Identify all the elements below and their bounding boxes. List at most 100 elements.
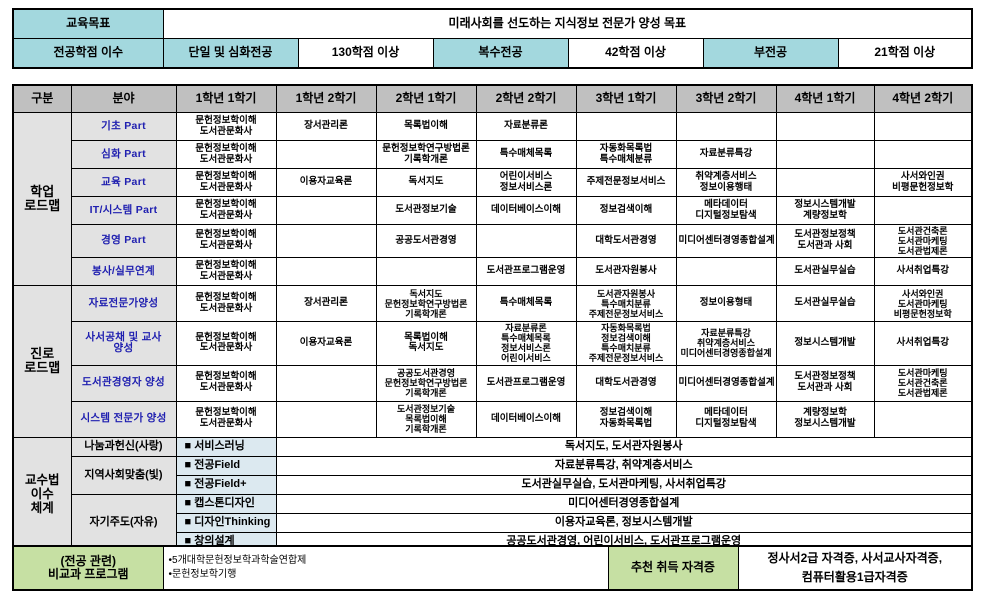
footer-row: (전공 관련) 비교과 프로그램 •5개대학문헌정보학과학술연합제 •문헌정보학… xyxy=(12,545,973,591)
column-header-1: 분야 xyxy=(70,84,177,113)
academic-field-3: IT/시스템 Part xyxy=(70,196,177,225)
teaching-courses-1: 자료분류특강, 취약계층서비스 xyxy=(275,455,973,476)
course-cell-career-3-4: 정보검색이해 자동화목록법 xyxy=(575,400,677,438)
course-cell-academic-1-4: 자동화목록법 특수매체분류 xyxy=(575,140,677,169)
career-group-label: 진로 로드맵 xyxy=(12,285,72,438)
course-cell-career-2-3: 도서관프로그램운영 xyxy=(475,364,577,402)
table-row: 사서공채 및 교사 양성 문헌정보학이해 도서관문화사 이용자교육론 목록법이해 독서… xyxy=(13,321,973,366)
education-goal-label: 교육목표 xyxy=(12,8,164,39)
course-cell-academic-2-3: 어린이서비스 정보서비스론 xyxy=(475,168,577,197)
teaching-method-2[interactable]: ■ 전공Field+ xyxy=(175,474,277,495)
course-cell-academic-4-2: 공공도서관경영 xyxy=(375,223,477,259)
academic-field-1: 심화 Part xyxy=(70,140,177,169)
course-cell-academic-2-1: 이용자교육론 xyxy=(275,168,377,197)
course-cell-academic-1-6 xyxy=(775,140,875,169)
course-cell-academic-0-1: 장서관리론 xyxy=(275,112,377,141)
course-cell-career-2-2: 공공도서관경영 문헌정보학연구방법론 기록학개론 xyxy=(375,364,477,402)
credit-value-minor: 21학점 이상 xyxy=(837,38,973,69)
table-row: 교육 Part 문헌정보학이해 도서관문화사 이용자교육론 독서지도 어린이서비스 정보… xyxy=(13,168,973,197)
course-cell-academic-1-3: 특수매체목록 xyxy=(475,140,577,169)
course-cell-academic-2-2: 독서지도 xyxy=(375,168,477,197)
education-goal-text: 미래사회를 선도하는 지식정보 전문가 양성 목표 xyxy=(162,8,973,39)
course-cell-career-3-7 xyxy=(873,400,973,438)
extracurricular-program-items: •5개대학문헌정보학과학술연합제 •문헌정보학기행 xyxy=(162,545,609,591)
course-cell-academic-0-6 xyxy=(775,112,875,141)
course-cell-academic-3-0: 문헌정보학이해 도서관문화사 xyxy=(175,196,277,225)
teaching-category-0: 나눔과헌신(사랑) xyxy=(70,436,177,457)
course-cell-career-1-4: 자동화목록법 정보검색이해 특수매치분류 주제전문정보서비스 xyxy=(575,321,677,366)
major-credits-label: 전공학점 이수 xyxy=(12,38,164,69)
course-cell-career-3-2: 도서관정보기술 목록법이해 기록학개론 xyxy=(375,400,477,438)
course-cell-career-3-0: 문헌정보학이해 도서관문화사 xyxy=(175,400,277,438)
education-goal-row: 교육목표 미래사회를 선도하는 지식정보 전문가 양성 목표 xyxy=(12,8,973,39)
credit-value-double: 42학점 이상 xyxy=(567,38,704,69)
table-row: IT/시스템 Part 문헌정보학이해 도서관문화사 도서관정보기술 데이터베이스이해… xyxy=(13,196,973,225)
course-cell-academic-5-0: 문헌정보학이해 도서관문화사 xyxy=(175,257,277,287)
course-cell-career-1-7: 사서취업특강 xyxy=(873,321,973,366)
teaching-courses-4: 이용자교육론, 정보시스템개발 xyxy=(275,512,973,533)
table-row: 시스템 전문가 양성 문헌정보학이해 도서관문화사 도서관정보기술 목록법이해 기록… xyxy=(13,400,973,438)
course-cell-academic-4-4: 대학도서관경영 xyxy=(575,223,677,259)
teaching-method-3[interactable]: ■ 캡스톤디자인 xyxy=(175,493,277,514)
course-cell-academic-2-0: 문헌정보학이해 도서관문화사 xyxy=(175,168,277,197)
credit-type-double: 복수전공 xyxy=(432,38,569,69)
course-cell-career-3-5: 메타데이터 디지털정보탐색 xyxy=(675,400,777,438)
course-cell-career-1-3: 자료분류론 특수매체목록 정보서비스론 어린이서비스 xyxy=(475,321,577,366)
course-cell-career-2-7: 도서관마케팅 도서관건축론 도서관법제론 xyxy=(873,364,973,402)
course-cell-career-1-2: 목록법이해 독서지도 xyxy=(375,321,477,366)
course-cell-academic-0-5 xyxy=(675,112,777,141)
table-row: 도서관경영자 양성 문헌정보학이해 도서관문화사 공공도서관경영 문헌정보학연구방법… xyxy=(13,364,973,402)
course-cell-academic-4-1 xyxy=(275,223,377,259)
teaching-method-row: 자기주도(자유) ■ 캡스톤디자인 미디어센터경영종합설계 xyxy=(13,493,973,552)
teaching-method-4[interactable]: ■ 디자인Thinking xyxy=(175,512,277,533)
teaching-category-1: 지역사회맞춤(빛) xyxy=(70,455,177,495)
teaching-method-1[interactable]: ■ 전공Field xyxy=(175,455,277,476)
course-cell-career-0-1: 장서관리론 xyxy=(275,285,377,323)
major-credits-row: 전공학점 이수 단일 및 심화전공 130학점 이상 복수전공 42학점 이상 … xyxy=(12,38,973,69)
course-cell-career-1-5: 자료분류특강 취약계층서비스 미디어센터경영종합설계 xyxy=(675,321,777,366)
course-cell-academic-4-6: 도서관정보정책 도서관과 사회 xyxy=(775,223,875,259)
course-cell-career-2-5: 미디어센터경영종합설계 xyxy=(675,364,777,402)
career-field-2: 도서관경영자 양성 xyxy=(70,364,177,402)
course-cell-career-0-7: 사서와인권 도서관마케팅 비평문헌정보학 xyxy=(873,285,973,323)
course-cell-academic-3-7 xyxy=(873,196,973,225)
course-cell-career-2-1 xyxy=(275,364,377,402)
course-cell-academic-0-7 xyxy=(873,112,973,141)
course-cell-academic-5-5 xyxy=(675,257,777,287)
career-field-1: 사서공채 및 교사 양성 xyxy=(70,321,177,366)
course-cell-career-0-0: 문헌정보학이해 도서관문화사 xyxy=(175,285,277,323)
teaching-method-row: 지역사회맞춤(빛) ■ 전공Field 자료분류특강, 취약계층서비스 xyxy=(13,455,973,495)
teaching-courses-3: 미디어센터경영종합설계 xyxy=(275,493,973,514)
course-cell-academic-2-6 xyxy=(775,168,875,197)
course-cell-academic-3-2: 도서관정보기술 xyxy=(375,196,477,225)
credit-value-single: 130학점 이상 xyxy=(297,38,434,69)
table-row: 학업 로드맵 기초 Part 문헌정보학이해 도서관문화사 장서관리론 목록법이해 자료분… xyxy=(12,111,973,287)
course-cell-academic-0-3: 자료분류론 xyxy=(475,112,577,141)
course-cell-career-3-3: 데이터베이스이해 xyxy=(475,400,577,438)
course-cell-academic-3-5: 메타데이터 디지털정보탐색 xyxy=(675,196,777,225)
teaching-method-row: 교수법 이수 체계 나눔과헌신(사랑) ■ 서비스러닝 독서지도, 도서관자원봉사 xyxy=(12,436,973,552)
course-cell-academic-5-4: 도서관자원봉사 xyxy=(575,257,677,287)
course-cell-academic-1-5: 자료분류특강 xyxy=(675,140,777,169)
extracurricular-program-label: (전공 관련) 비교과 프로그램 xyxy=(12,545,164,591)
course-cell-academic-0-0: 문헌정보학이해 도서관문화사 xyxy=(175,112,277,141)
academic-field-2: 교육 Part xyxy=(70,168,177,197)
course-cell-academic-0-2: 목록법이해 xyxy=(375,112,477,141)
academic-group-label: 학업 로드맵 xyxy=(12,111,72,287)
course-cell-academic-3-1 xyxy=(275,196,377,225)
teaching-category-3: 자기주도(자유) xyxy=(70,493,177,552)
course-cell-academic-1-2: 문헌정보학연구방법론 기록학개론 xyxy=(375,140,477,169)
course-cell-career-2-6: 도서관정보정책 도서관과 사회 xyxy=(775,364,875,402)
teaching-method-0[interactable]: ■ 서비스러닝 xyxy=(175,436,277,457)
table-row: 봉사/실무연계 문헌정보학이해 도서관문화사 도서관프로그램운영 도서관자원봉사 도서관… xyxy=(13,257,973,287)
course-cell-academic-5-3: 도서관프로그램운영 xyxy=(475,257,577,287)
recommended-certificates-label: 추천 취득 자격증 xyxy=(607,545,739,591)
column-header-9: 4학년 2학기 xyxy=(873,84,973,113)
course-cell-academic-4-3 xyxy=(475,223,577,259)
course-cell-academic-1-0: 문헌정보학이해 도서관문화사 xyxy=(175,140,277,169)
course-cell-career-0-4: 도서관자원봉사 특수매치분류 주제전문정보서비스 xyxy=(575,285,677,323)
teaching-courses-0: 독서지도, 도서관자원봉사 xyxy=(275,436,973,457)
course-cell-academic-3-4: 정보검색이해 xyxy=(575,196,677,225)
course-cell-career-1-1: 이용자교육론 xyxy=(275,321,377,366)
roadmap-header-row: 구분 분야 1학년 1학기 1학년 2학기 2학년 1학기 2학년 2학기 3학년 1학기 3… xyxy=(12,84,973,113)
